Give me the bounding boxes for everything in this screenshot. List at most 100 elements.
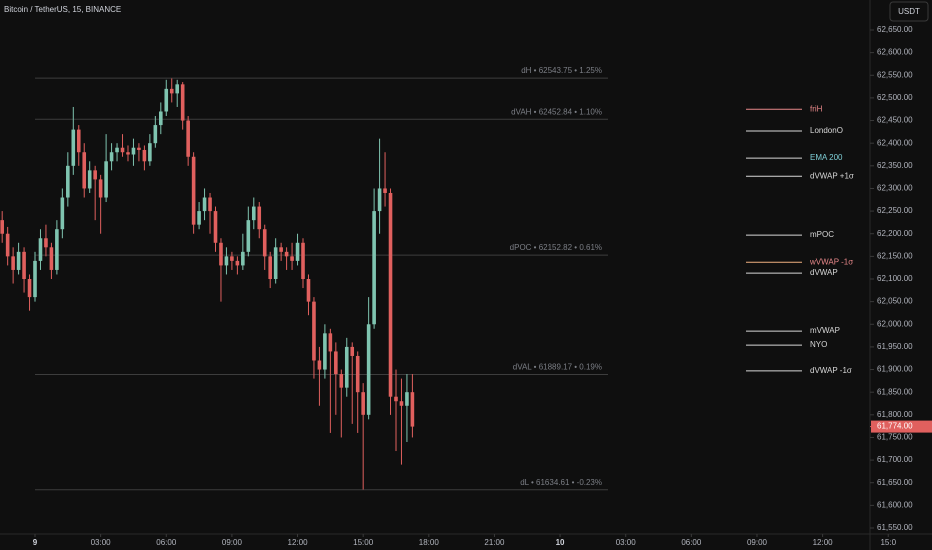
candle-body: [22, 251, 26, 279]
x-tick-label: 06:00: [681, 538, 702, 547]
x-tick-label: 21:00: [484, 538, 505, 547]
x-tick-label: 9: [33, 538, 38, 547]
y-tick-label: 61,550.00: [877, 523, 913, 532]
candle-body: [153, 125, 158, 144]
candle-body: [241, 251, 245, 266]
candle-body: [355, 355, 360, 393]
y-tick-label: 61,700.00: [877, 455, 913, 464]
level-label: dL • 61634.61 • -0.23%: [520, 478, 602, 487]
candle-body: [33, 260, 37, 298]
candle-body: [372, 211, 376, 325]
y-tick-label: 62,200.00: [877, 229, 913, 238]
marker-label: dVWAP +1σ: [810, 171, 854, 180]
currency-label[interactable]: USDT: [898, 7, 920, 16]
candle-body: [197, 211, 201, 225]
candle-body: [93, 170, 97, 180]
candle-body: [268, 256, 272, 279]
candle-body: [230, 256, 234, 261]
marker-label: wVWAP -1σ: [809, 257, 853, 266]
candle-body: [328, 333, 333, 352]
candle-body: [159, 111, 163, 126]
candle-body: [169, 88, 174, 94]
candle-body: [27, 279, 32, 298]
candle-body: [235, 260, 240, 266]
y-tick-label: 61,600.00: [877, 500, 913, 509]
y-tick-label: 62,650.00: [877, 25, 913, 34]
candle-body: [295, 242, 300, 261]
candle-body: [87, 170, 92, 189]
y-tick-label: 62,000.00: [877, 319, 913, 328]
candle-body: [142, 149, 147, 162]
marker-label: NYO: [810, 340, 827, 349]
y-tick-label: 62,350.00: [877, 161, 913, 170]
candle-body: [76, 129, 81, 153]
candle-body: [55, 229, 59, 270]
x-tick-label: 12:00: [288, 538, 309, 547]
y-tick-label: 62,450.00: [877, 116, 913, 125]
candle-body: [279, 247, 283, 252]
candle-body: [383, 188, 387, 193]
marker-label: dVWAP -1σ: [810, 366, 852, 375]
y-tick-label: 62,150.00: [877, 251, 913, 260]
y-tick-label: 61,800.00: [877, 410, 913, 419]
marker-label: EMA 200: [810, 153, 843, 162]
candle-body: [44, 238, 48, 248]
candle-body: [180, 84, 185, 121]
x-tick-label: 03:00: [616, 538, 637, 547]
candle-body: [284, 251, 289, 257]
candle-body: [38, 238, 43, 261]
candle-body: [377, 188, 382, 212]
y-tick-label: 62,300.00: [877, 184, 913, 193]
marker-label: mPOC: [810, 230, 834, 239]
candle-body: [104, 161, 108, 198]
x-tick-label: 10: [556, 538, 565, 547]
candle-body: [323, 333, 327, 370]
candle-body: [334, 351, 338, 375]
candle-body: [175, 84, 180, 94]
candle-body: [262, 229, 267, 257]
x-tick-label: 06:00: [156, 538, 177, 547]
candle-body: [148, 143, 152, 162]
x-tick-label: 18:00: [419, 538, 440, 547]
chart-title: Bitcoin / TetherUS, 15, BINANCE: [4, 5, 121, 14]
y-tick-label: 62,250.00: [877, 206, 913, 215]
x-tick-label: 15:00: [353, 538, 374, 547]
candle-body: [82, 152, 87, 189]
y-tick-label: 62,550.00: [877, 70, 913, 79]
candle-body: [273, 247, 278, 279]
candle-body: [131, 147, 136, 155]
marker-label: dVWAP: [810, 268, 838, 277]
candle-body: [366, 324, 371, 415]
y-tick-label: 62,400.00: [877, 138, 913, 147]
candle-body: [306, 279, 311, 302]
candle-body: [257, 206, 262, 230]
candle-body: [137, 147, 141, 150]
level-label: dVAL • 61889.17 • 0.19%: [513, 363, 602, 372]
y-tick-label: 62,100.00: [877, 274, 913, 283]
candle-body: [344, 346, 349, 388]
y-tick-label: 61,950.00: [877, 342, 913, 351]
y-tick-label: 62,050.00: [877, 297, 913, 306]
candle-body: [213, 211, 218, 243]
x-tick-label: 15:0: [880, 538, 896, 547]
candle-body: [350, 346, 355, 356]
x-tick-label: 09:00: [747, 538, 768, 547]
candle-body: [208, 197, 212, 212]
candle-body: [410, 392, 415, 427]
currency-button[interactable]: [889, 1, 929, 22]
candle-body: [399, 401, 404, 406]
candle-body: [339, 374, 344, 388]
x-tick-label: 12:00: [813, 538, 834, 547]
candle-body: [202, 197, 207, 212]
candle-body: [60, 197, 65, 230]
level-label: dH • 62543.75 • 1.25%: [521, 66, 602, 75]
y-tick-label: 62,600.00: [877, 48, 913, 57]
candle-body: [312, 301, 316, 361]
marker-label: LondonO: [810, 126, 843, 135]
candle-body: [109, 152, 114, 162]
candle-body: [71, 129, 76, 166]
y-tick-label: 61,900.00: [877, 365, 913, 374]
